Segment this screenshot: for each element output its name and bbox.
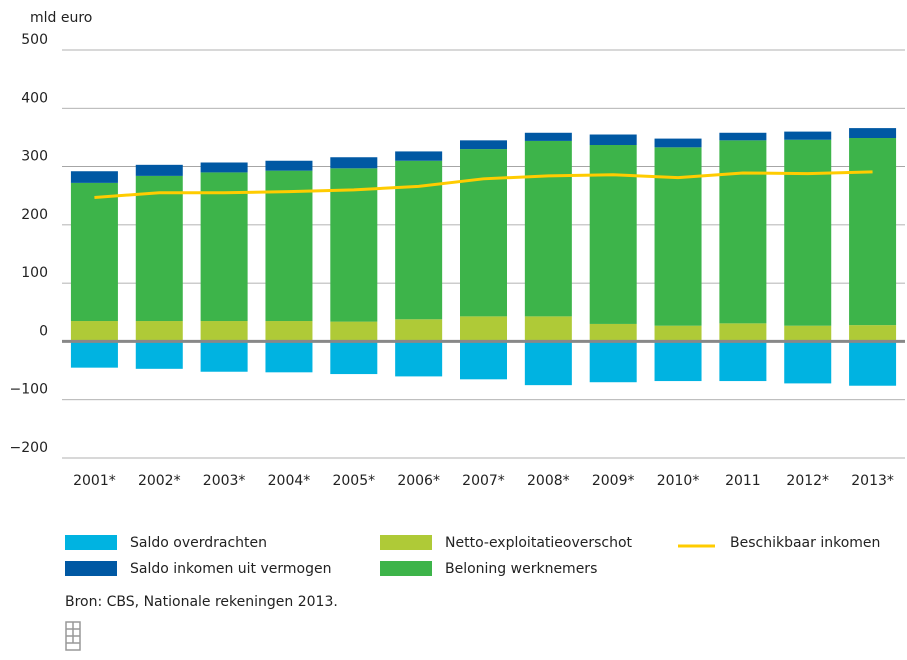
bar-segment [265, 341, 313, 373]
bar-segment [784, 139, 832, 326]
legend-swatch [380, 535, 432, 550]
bar-segment [330, 321, 378, 342]
bar-segment [135, 164, 183, 176]
legend-label: Saldo inkomen uit vermogen [130, 561, 331, 577]
bar-segment [524, 140, 572, 317]
bar-segment [135, 321, 183, 342]
bar-segment [589, 341, 637, 383]
y-tick-label: 400 [21, 90, 48, 106]
x-tick-label: 2004* [268, 473, 311, 489]
bar-segment [70, 171, 118, 183]
x-tick-label: 2013* [851, 473, 894, 489]
bar-segment [395, 341, 443, 377]
x-tick-label: 2009* [592, 473, 635, 489]
y-tick-label: 200 [21, 207, 48, 223]
bar-segment [70, 182, 118, 322]
bar-segment [265, 321, 313, 342]
bar-segment [654, 325, 702, 342]
y-tick-label: 100 [21, 265, 48, 281]
bar-segment [524, 341, 572, 386]
legend-label: Netto-exploitatieoverschot [445, 535, 633, 551]
bar-segment [330, 157, 378, 169]
bar-segment [395, 151, 443, 161]
x-tick-label: 2003* [203, 473, 246, 489]
bar-segment [719, 132, 767, 141]
bar-segment [200, 341, 248, 372]
y-axis-label: mld euro [30, 10, 92, 26]
bar-segment [784, 131, 832, 140]
y-tick-label: 500 [21, 32, 48, 48]
bar-segment [524, 132, 572, 141]
bar-segment [460, 140, 507, 150]
bar-segment [460, 341, 507, 380]
legend-swatch [65, 535, 117, 550]
x-tick-label: 2008* [527, 473, 570, 489]
x-tick-label: 2002* [138, 473, 181, 489]
bar-segment [784, 341, 832, 384]
bar-segment [589, 134, 637, 146]
y-tick-label: −100 [10, 382, 48, 398]
x-tick-label: 2007* [462, 473, 505, 489]
legend-label: Beschikbaar inkomen [730, 535, 880, 551]
bar-segment [460, 316, 507, 342]
bar-segment [135, 175, 183, 322]
bar-segment [849, 341, 897, 386]
y-tick-label: −200 [10, 440, 48, 456]
y-tick-label: 300 [21, 149, 48, 165]
bar-segment [200, 162, 248, 173]
bar-segment [849, 325, 897, 342]
line [94, 170, 873, 199]
logo [65, 621, 81, 651]
bar-segment [589, 145, 637, 324]
bar-segment [654, 341, 702, 382]
bar-segment [70, 341, 118, 368]
bar-segment [849, 128, 897, 139]
x-tick-label: 2011 [725, 473, 761, 489]
bar-segment [395, 319, 443, 342]
x-tick-label: 2012* [786, 473, 829, 489]
bar-segment [265, 170, 313, 322]
source: Bron: CBS, Nationale rekeningen 2013. [65, 594, 338, 610]
legend-label: Saldo overdrachten [130, 535, 267, 551]
bar-segment [460, 149, 507, 317]
bar-segment [849, 138, 897, 326]
bar-segment [330, 168, 378, 322]
bar-segment [719, 140, 767, 324]
bar-segment [589, 323, 637, 342]
bar-segment [719, 341, 767, 382]
x-tick-label: 2010* [657, 473, 700, 489]
x-tick-label: 2001* [73, 473, 116, 489]
x-tick-label: 2005* [332, 473, 375, 489]
legend-label: Beloning werknemers [445, 561, 597, 577]
bar-segment [784, 325, 832, 342]
x-tick-label: 2006* [397, 473, 440, 489]
bar-segment [135, 341, 183, 369]
bar-segment [330, 341, 378, 375]
legend-swatch [65, 561, 117, 576]
bar-segment [654, 147, 702, 326]
bar-segment [200, 172, 248, 322]
bar-segment [200, 321, 248, 342]
bar-segment [265, 160, 313, 171]
bar-segment [524, 316, 572, 342]
legend-swatch [380, 561, 432, 576]
bar-segment [654, 138, 702, 148]
bar-segment [719, 323, 767, 342]
bar-segment [70, 321, 118, 342]
y-tick-label: 0 [39, 323, 48, 339]
